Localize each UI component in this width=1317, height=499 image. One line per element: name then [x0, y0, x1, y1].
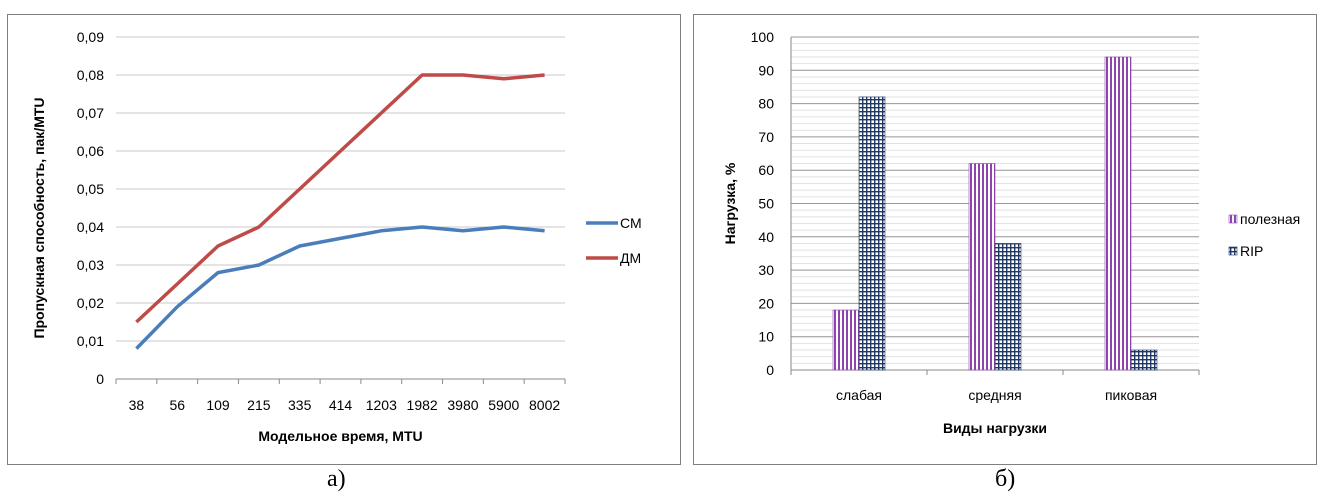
bar-полезная-средняя — [968, 163, 996, 371]
legend-swatch — [1228, 214, 1238, 224]
x-tick-label: 335 — [288, 397, 312, 413]
legend-swatch — [1228, 246, 1238, 256]
line-chart: 0 0,01 0,02 0,03 0,04 0,05 0,06 0,07 0,08 0,09 38 5… — [31, 29, 642, 444]
x-tick-label: средняя — [968, 387, 1021, 403]
y-tick-label: 0,05 — [77, 181, 104, 197]
legend-label: ДМ — [620, 250, 641, 266]
y-tick-label: 100 — [751, 29, 775, 45]
y-tick-label: 0,02 — [77, 295, 104, 311]
y-tick-label: 60 — [758, 162, 774, 178]
y-tick-label: 50 — [758, 196, 774, 212]
y-tick-label: 0,04 — [77, 219, 104, 235]
y-tick-label: 90 — [758, 62, 774, 78]
y-tick-label: 70 — [758, 129, 774, 145]
caption-b: б) — [995, 466, 1016, 492]
y-tick-label: 40 — [758, 229, 774, 245]
bar-RIP-средняя — [994, 243, 1022, 371]
x-tick-label: 8002 — [529, 397, 560, 413]
x-tick-label: 1203 — [366, 397, 397, 413]
line-chart-panel: 0 0,01 0,02 0,03 0,04 0,05 0,06 0,07 0,08 0,09 38 5… — [7, 14, 681, 465]
x-tick-label: 3980 — [447, 397, 478, 413]
y-tick-label: 0 — [766, 362, 774, 378]
x-tick-label: 38 — [129, 397, 145, 413]
legend-label: СМ — [620, 215, 642, 231]
caption-a: а) — [327, 466, 346, 492]
bar-RIP-пиковая — [1130, 349, 1158, 371]
y-tick-label: 0,03 — [77, 257, 104, 273]
y-tick-label: 10 — [758, 329, 774, 345]
x-tick-label: 5900 — [488, 397, 519, 413]
bar-chart-panel: 0 10 20 30 40 50 60 70 80 90 100 слабая средняя пиков… — [693, 14, 1317, 465]
x-tick-label: 109 — [206, 397, 230, 413]
bar-RIP-слабая — [858, 96, 886, 371]
y-tick-label: 0,07 — [77, 105, 104, 121]
x-tick-label: 1982 — [407, 397, 438, 413]
bar-полезная-пиковая — [1104, 56, 1132, 371]
y-axis-title: Нагрузка, % — [722, 162, 738, 244]
y-tick-label: 80 — [758, 96, 774, 112]
bar-chart: 0 10 20 30 40 50 60 70 80 90 100 слабая средняя пиков… — [722, 29, 1300, 436]
y-tick-label: 20 — [758, 295, 774, 311]
y-tick-label: 30 — [758, 262, 774, 278]
y-tick-label: 0 — [96, 371, 104, 387]
x-axis-title: Виды нагрузки — [943, 420, 1047, 436]
series-line-ДМ — [135, 73, 545, 324]
y-tick-label: 0,09 — [77, 29, 104, 45]
y-tick-label: 0,06 — [77, 143, 104, 159]
x-tick-label: 56 — [169, 397, 185, 413]
x-tick-label: слабая — [836, 387, 882, 403]
series-line-СМ — [135, 225, 545, 350]
bar-полезная-слабая — [832, 309, 860, 371]
x-tick-label: 414 — [329, 397, 353, 413]
x-axis-title: Модельное время, MTU — [258, 428, 422, 444]
legend-label: RIP — [1240, 243, 1263, 259]
x-tick-label: пиковая — [1105, 387, 1157, 403]
x-tick-label: 215 — [247, 397, 271, 413]
legend-label: полезная — [1240, 211, 1300, 227]
y-tick-label: 0,08 — [77, 67, 104, 83]
y-tick-label: 0,01 — [77, 333, 104, 349]
y-axis-title: Пропускная способность, пак/MTU — [31, 97, 47, 338]
